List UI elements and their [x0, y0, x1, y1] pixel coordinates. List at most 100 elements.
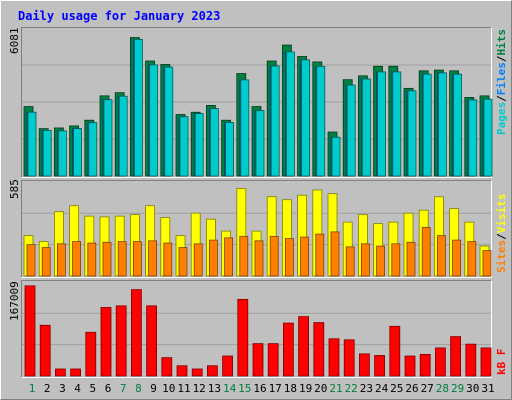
legend-entry: Visits [495, 194, 508, 234]
bar-sites [376, 245, 386, 277]
bar-pages [149, 64, 159, 177]
bar-sites [482, 250, 492, 277]
bar-pages [468, 99, 478, 177]
y-max-label-visits: 585 [8, 179, 21, 199]
bar-pages [285, 51, 295, 177]
chart-title: Daily usage for January 2023 [18, 9, 220, 23]
x-tick-label: 18 [284, 382, 297, 395]
bar-kbytes [313, 322, 325, 377]
legend-separator: / [495, 95, 508, 102]
bar-kbytes [252, 343, 264, 377]
bar-sites [452, 239, 462, 277]
bar-kbytes [39, 324, 51, 377]
bar-pages [422, 73, 432, 177]
legend-entry: Sites [495, 240, 508, 273]
x-tick-label: 23 [360, 382, 373, 395]
bar-sites [208, 239, 218, 277]
bar-pages [453, 73, 463, 177]
bar-pages [316, 66, 326, 177]
bar-sites [239, 235, 249, 277]
bar-sites [41, 247, 51, 277]
bar-kbytes [115, 305, 127, 377]
bar-pages [407, 90, 417, 177]
x-tick-label: 28 [436, 382, 449, 395]
x-tick-label: 13 [208, 382, 221, 395]
bar-kbytes [389, 325, 401, 377]
bar-sites [163, 242, 173, 277]
x-tick-label: 24 [375, 382, 389, 395]
bar-sites [345, 246, 355, 277]
x-tick-label: 15 [238, 382, 251, 395]
bar-sites [284, 238, 294, 277]
bar-pages [225, 122, 235, 177]
bar-pages [209, 108, 219, 177]
bar-pages [118, 95, 128, 177]
bar-sites [467, 241, 477, 277]
bar-kbytes [298, 316, 310, 377]
bar-kbytes [419, 354, 431, 377]
x-tick-label: 1 [29, 382, 36, 395]
bar-kbytes [100, 307, 112, 377]
bar-sites [391, 243, 401, 277]
bar-pages [133, 38, 143, 177]
bar-pages [42, 130, 52, 177]
bar-sites [269, 235, 279, 277]
bar-sites [436, 235, 446, 277]
bar-pages [437, 72, 447, 177]
bar-pages [346, 84, 356, 177]
x-tick-label: 17 [269, 382, 282, 395]
bar-kbytes [206, 365, 218, 377]
x-tick-label: 20 [314, 382, 327, 395]
legend-separator: / [495, 233, 508, 240]
bar-kbytes [480, 347, 492, 377]
bar-sites [57, 243, 66, 277]
bar-pages [270, 65, 280, 177]
bar-pages [331, 136, 341, 177]
x-tick-label: 16 [253, 382, 266, 395]
bar-kbytes [404, 355, 416, 377]
bar-sites [360, 243, 370, 277]
legend-entry: Files [495, 62, 508, 95]
x-tick-label: 9 [150, 382, 157, 395]
bar-sites [315, 233, 325, 277]
x-tick-label: 8 [135, 382, 142, 395]
bar-pages [377, 71, 387, 177]
legend-separator: / [495, 55, 508, 62]
bar-sites [72, 241, 81, 277]
bar-kbytes [343, 339, 355, 377]
bar-sites [300, 236, 310, 277]
bar-pages [58, 130, 67, 177]
legend-entry: kB F [495, 349, 508, 376]
bar-sites [406, 241, 416, 277]
bar-kbytes [434, 347, 446, 377]
bar-kbytes [191, 368, 203, 377]
x-tick-label: 26 [405, 382, 418, 395]
x-tick-label: 10 [162, 382, 175, 395]
bar-kbytes [146, 305, 158, 377]
bar-kbytes [176, 365, 188, 377]
bar-sites [26, 244, 36, 277]
bar-pages [164, 66, 174, 177]
legend: Sites/Visits [495, 194, 508, 274]
bar-pages [240, 79, 250, 177]
x-tick-label: 2 [44, 382, 51, 395]
x-tick-label: 21 [329, 382, 342, 395]
legend-entry: Pages [495, 102, 508, 135]
bar-kbytes [282, 322, 294, 377]
bar-kbytes [24, 285, 36, 377]
legend: Pages/Files/Hits [495, 29, 508, 135]
bar-pages [301, 59, 311, 177]
bar-kbytes [465, 343, 477, 377]
x-tick-label: 11 [177, 382, 190, 395]
bar-kbytes [85, 331, 97, 377]
x-tick-label: 22 [345, 382, 358, 395]
bar-kbytes [450, 336, 462, 377]
x-tick-label: 6 [105, 382, 112, 395]
bar-pages [361, 78, 371, 177]
x-tick-label: 4 [74, 382, 81, 395]
bar-kbytes [55, 368, 66, 377]
x-tick-label: 19 [299, 382, 312, 395]
x-tick-label: 29 [451, 382, 464, 395]
bar-pages [179, 116, 189, 177]
bar-sites [421, 226, 431, 277]
